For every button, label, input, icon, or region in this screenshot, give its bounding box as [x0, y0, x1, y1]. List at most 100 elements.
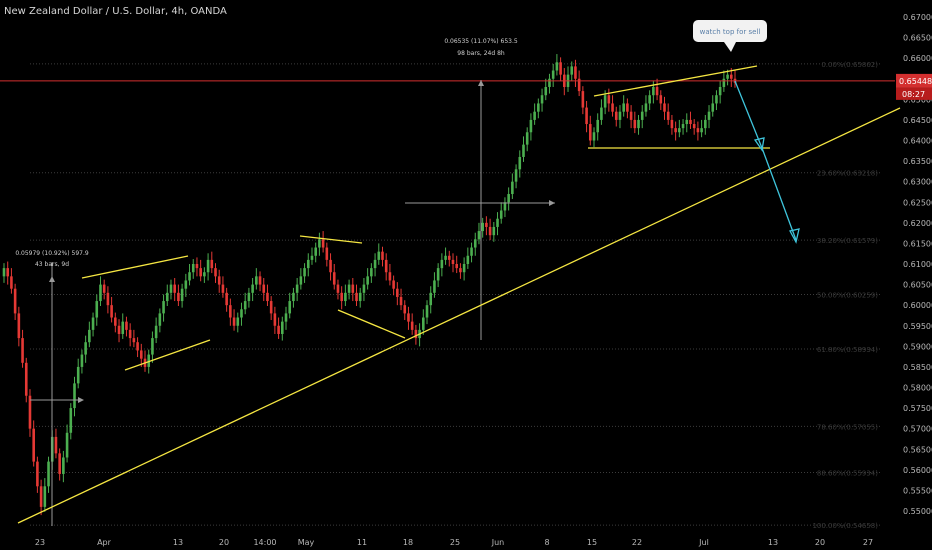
candle-body: [99, 284, 102, 302]
candle-body: [162, 301, 165, 314]
x-tick-label: 15: [587, 538, 597, 547]
candle-body: [273, 313, 277, 326]
candle-body: [440, 259, 444, 269]
candle-body: [84, 342, 87, 355]
candle-body: [24, 362, 28, 396]
candle-body: [525, 132, 529, 145]
candle-body: [551, 70, 555, 79]
candle-body: [199, 268, 202, 277]
candle-body: [58, 453, 61, 474]
candle-body: [154, 325, 158, 339]
candle-body: [399, 296, 403, 306]
candle-body: [47, 461, 50, 487]
candle-body: [548, 78, 551, 87]
x-tick-label: 23: [35, 538, 45, 547]
candle-body: [429, 292, 433, 306]
candle-body: [499, 210, 503, 219]
candle-body: [17, 313, 21, 339]
candle-body: [592, 132, 596, 141]
projection-arrow: [761, 147, 797, 241]
candle-body: [663, 103, 666, 112]
measure-arrowhead: [478, 80, 484, 86]
candle-body: [329, 259, 332, 273]
candle-body: [43, 486, 47, 507]
candle-body: [689, 119, 692, 125]
candle-body: [629, 111, 633, 120]
candle-body: [318, 239, 321, 248]
candle-body: [514, 169, 518, 182]
candle-body: [722, 78, 726, 87]
candle-body: [229, 305, 232, 318]
candle-body: [325, 247, 329, 260]
candle-body: [180, 288, 184, 302]
candle-body: [106, 292, 110, 306]
x-tick-label: 25: [450, 538, 460, 547]
candle-body: [10, 276, 13, 289]
candle-body: [447, 255, 451, 260]
candle-body: [151, 338, 154, 355]
fib-label: 61.80%(0.58934): [817, 346, 878, 354]
candle-body: [373, 259, 377, 269]
x-tick-label: May: [298, 538, 315, 547]
trend-line: [81, 255, 189, 279]
candle-body: [422, 317, 425, 330]
candle-body: [65, 432, 69, 458]
candle-body: [384, 259, 388, 273]
candle-body: [670, 119, 674, 129]
candle-body: [262, 284, 266, 293]
candle-body: [473, 239, 477, 248]
candle-body: [555, 62, 559, 71]
candle-body: [347, 284, 351, 293]
candle-body: [711, 103, 715, 112]
candle-body: [69, 408, 73, 433]
candle-body: [32, 428, 35, 462]
candle-body: [533, 111, 536, 120]
candle-body: [188, 272, 191, 281]
candle-body: [462, 264, 466, 273]
candle-body: [644, 103, 648, 112]
candle-body: [696, 128, 700, 133]
y-tick-label: 0.55000: [903, 507, 932, 516]
candle-body: [125, 321, 128, 330]
x-tick-label: 27: [863, 538, 873, 547]
candle-body: [351, 284, 355, 293]
candle-body: [314, 247, 317, 256]
candle-body: [640, 111, 644, 120]
trend-line: [124, 339, 211, 371]
candle-body: [36, 461, 39, 487]
candle-body: [522, 144, 525, 157]
x-tick-label: 20: [815, 538, 825, 547]
candle-body: [652, 86, 655, 96]
candle-body: [392, 280, 395, 289]
candle-body: [436, 268, 440, 281]
candle-body: [136, 342, 139, 351]
trend-line: [299, 235, 363, 244]
callout-bubble: [693, 20, 767, 42]
candle-body: [540, 95, 544, 104]
candle-body: [110, 305, 113, 318]
trend-line: [593, 65, 758, 97]
candle-body: [666, 111, 670, 120]
candle-body: [451, 259, 455, 264]
candle-body: [76, 366, 80, 384]
candle-body: [718, 86, 722, 96]
candle-body: [659, 95, 663, 104]
candle-body: [240, 309, 243, 318]
fib-label: 78.60%(0.57055): [817, 423, 878, 431]
candle-body: [306, 259, 310, 269]
candle-body: [102, 284, 106, 293]
candle-body: [13, 288, 17, 314]
current-price-tag: [896, 73, 932, 88]
candle-body: [292, 292, 295, 302]
